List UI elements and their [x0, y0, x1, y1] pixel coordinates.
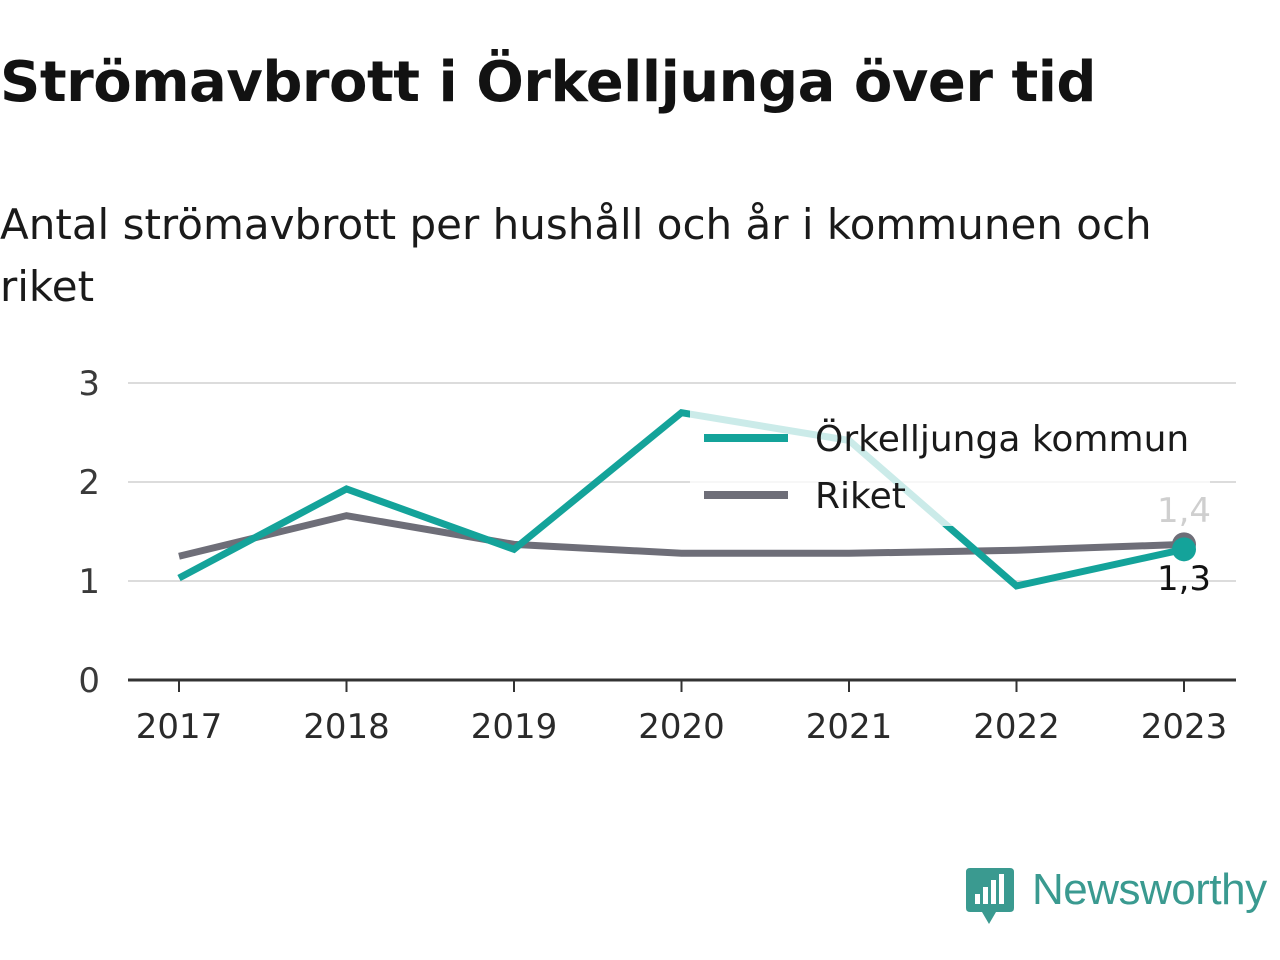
- series-end-point: [1172, 537, 1196, 562]
- x-tick-label: 2023: [1141, 707, 1228, 747]
- chart-logo-icon: [966, 868, 1014, 924]
- line-chart: 0 1 2 3 2017 2018 2019 2020 2021 2022 2023 Örkell…: [78, 364, 1236, 747]
- series-line: [178, 512, 1185, 560]
- series-line: [177, 408, 1185, 590]
- y-tick-label: 0: [78, 661, 100, 701]
- y-tick-label: 1: [78, 562, 100, 602]
- legend-label: Örkelljunga kommun: [815, 418, 1189, 460]
- y-tick-label: 2: [78, 463, 100, 503]
- y-tick-label: 3: [78, 364, 100, 404]
- chart-title: Strömavbrott i Örkelljunga över tid: [0, 50, 1097, 115]
- legend: Örkelljunga kommun Riket: [690, 408, 1210, 526]
- x-tick-label: 2020: [638, 707, 725, 747]
- end-label-kommun: 1,3: [1157, 559, 1211, 599]
- y-axis-ticks: 0 1 2 3: [78, 364, 100, 701]
- x-tick-label: 2018: [303, 707, 390, 747]
- series-lines: [177, 408, 1196, 590]
- chart-subtitle: Antal strömavbrott per hushåll och år i …: [0, 200, 1152, 311]
- x-tick-label: 2017: [136, 707, 223, 747]
- newsworthy-logo: Newsworthy: [964, 864, 1276, 926]
- x-tick-label: 2019: [471, 707, 558, 747]
- end-labels: 1,4 1,3: [1157, 491, 1211, 599]
- x-tick-label: 2022: [973, 707, 1060, 747]
- legend-label: Riket: [815, 476, 906, 517]
- x-axis: 2017 2018 2019 2020 2021 2022 2023: [128, 678, 1236, 747]
- end-label-riket: 1,4: [1157, 491, 1211, 531]
- brand-name: Newsworthy: [1032, 865, 1267, 914]
- x-tick-label: 2021: [806, 707, 893, 747]
- legend-background: [690, 408, 1210, 526]
